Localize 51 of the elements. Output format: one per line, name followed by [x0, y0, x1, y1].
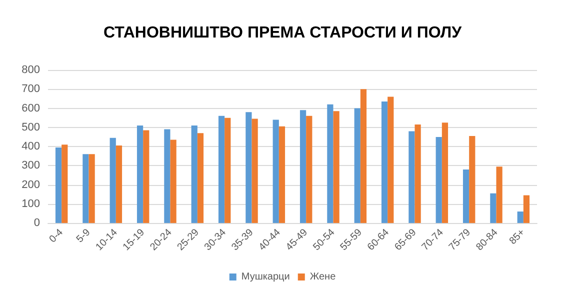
bar: [496, 166, 502, 223]
y-tick-label: 300: [22, 160, 40, 172]
bar: [381, 102, 388, 223]
x-tick-label: 5-9: [74, 226, 93, 246]
y-tick-label: 400: [22, 140, 40, 152]
legend-label: Жене: [310, 272, 336, 282]
bar: [354, 108, 360, 223]
y-tick-label: 700: [22, 83, 40, 96]
bar: [62, 144, 68, 223]
bar: [469, 136, 476, 223]
bar: [197, 133, 204, 223]
bar: [110, 138, 116, 223]
x-tick-label: 0-4: [47, 226, 66, 246]
bar: [300, 110, 306, 223]
bar: [272, 120, 279, 223]
bar: [462, 169, 470, 223]
chart-title: СТАНОВНИШТВО ПРЕМА СТАРОСТИ И ПОЛУ: [103, 24, 463, 42]
bar: [88, 154, 95, 223]
bar: [224, 118, 231, 223]
bar: [490, 193, 496, 223]
bar: [164, 129, 170, 223]
bar: [360, 89, 367, 223]
bar: [143, 130, 150, 223]
bar: [436, 136, 442, 223]
legend-label: Мушкарци: [241, 272, 290, 282]
y-tick-label: 600: [22, 102, 40, 114]
bar: [408, 131, 415, 223]
bar: [414, 124, 421, 223]
bar: [333, 111, 340, 223]
bar: [191, 125, 198, 223]
bar: [82, 154, 89, 223]
y-tick-label: 200: [22, 178, 40, 191]
bar: [116, 146, 122, 223]
bar: [278, 126, 286, 223]
bar: [170, 140, 176, 223]
bar: [388, 96, 394, 223]
bar: [246, 112, 252, 223]
bar: [55, 147, 62, 223]
y-tick-label: 800: [22, 64, 40, 76]
bar: [442, 122, 448, 223]
bar: [523, 195, 530, 223]
bar: [136, 125, 144, 223]
bar: [327, 104, 334, 223]
bar: [218, 116, 225, 223]
y-tick-label: 100: [22, 198, 40, 210]
y-tick-label: 0: [34, 217, 40, 229]
bar: [252, 118, 258, 223]
bar: [517, 212, 524, 223]
y-tick-label: 500: [22, 121, 40, 134]
bar: [306, 116, 312, 223]
x-tick-label: 85+: [508, 226, 528, 247]
